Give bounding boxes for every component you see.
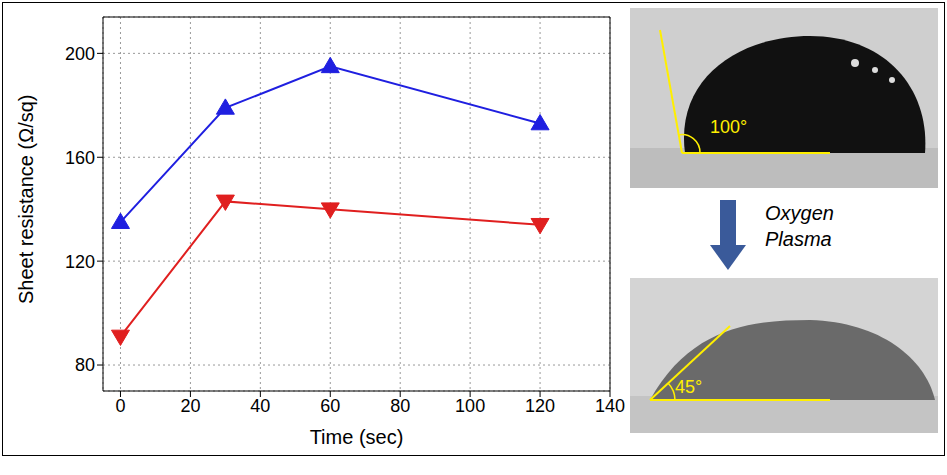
- svg-text:60: 60: [320, 396, 340, 416]
- svg-text:20: 20: [180, 396, 200, 416]
- svg-text:120: 120: [525, 396, 555, 416]
- svg-text:0: 0: [115, 396, 125, 416]
- svg-text:140: 140: [595, 396, 625, 416]
- svg-text:Plasma: Plasma: [765, 228, 832, 250]
- svg-text:100: 100: [455, 396, 485, 416]
- svg-text:100°: 100°: [710, 117, 747, 137]
- svg-text:80: 80: [75, 355, 95, 375]
- svg-text:Oxygen: Oxygen: [765, 202, 834, 224]
- svg-text:45°: 45°: [675, 377, 702, 397]
- svg-text:Time (sec): Time (sec): [310, 426, 404, 448]
- svg-text:160: 160: [65, 148, 95, 168]
- svg-text:120: 120: [65, 252, 95, 272]
- svg-text:80: 80: [390, 396, 410, 416]
- svg-text:Sheet resistance (Ω/sq): Sheet resistance (Ω/sq): [15, 95, 37, 304]
- svg-text:40: 40: [250, 396, 270, 416]
- svg-text:200: 200: [65, 44, 95, 64]
